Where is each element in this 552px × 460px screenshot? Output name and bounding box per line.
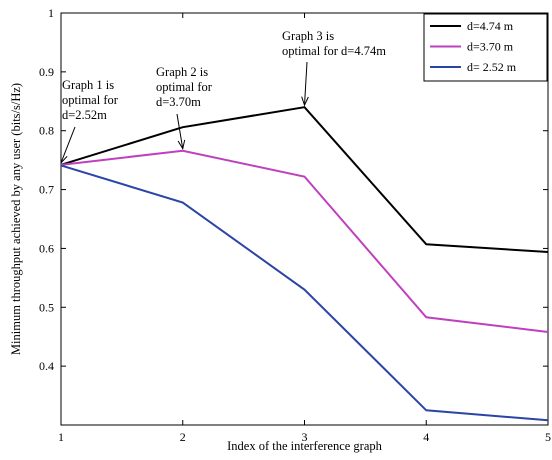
y-tick-label: 0.5 — [39, 300, 54, 314]
arrow-head — [60, 153, 68, 165]
legend-label: d=4.74 m — [467, 19, 514, 33]
x-tick-label: 2 — [180, 430, 186, 444]
legend: d=4.74 m d=3.70 m d= 2.52 m — [423, 13, 548, 82]
legend-label: d= 2.52 m — [467, 60, 517, 74]
annotation-text: d=2.52m — [62, 108, 107, 122]
series-lines — [60, 106, 549, 422]
x-tick-label: 1 — [58, 430, 64, 444]
x-tick-label: 5 — [545, 430, 551, 444]
annotation-arrow — [304, 61, 308, 106]
axis-ticks: 0.4 0.5 0.6 0.7 0.8 0.9 1 1 2 3 4 5 — [39, 6, 551, 444]
series-line-3 — [60, 164, 549, 422]
y-tick-label: 0.9 — [39, 65, 54, 79]
legend-label: d=3.70 m — [467, 40, 514, 54]
annotation-text: optimal for d=4.74m — [282, 44, 386, 58]
y-tick-label: 0.4 — [39, 359, 54, 373]
annotation-arrow — [60, 126, 76, 164]
annotation-text: Graph 3 is — [282, 29, 334, 43]
annotation-text: Graph 2 is — [156, 65, 208, 79]
y-tick-label: 0.7 — [39, 183, 54, 197]
series-line-1 — [60, 106, 549, 253]
arrow-head — [301, 96, 309, 107]
y-axis-label: Minimum throughput achieved by any user … — [9, 83, 23, 355]
y-tick-label: 1 — [48, 6, 54, 20]
y-tick-label: 0.8 — [39, 124, 54, 138]
y-tick-label: 0.6 — [39, 241, 54, 255]
annotation-text: Graph 1 is — [62, 78, 114, 92]
x-tick-label: 3 — [302, 430, 308, 444]
annotation-text: d=3.70m — [156, 95, 201, 109]
arrow-head — [177, 139, 186, 151]
plot-frame — [60, 12, 549, 426]
x-tick-label: 4 — [423, 430, 429, 444]
annotation-text: optimal for — [156, 80, 213, 94]
annotation-arrow — [176, 113, 184, 149]
series-line-2 — [60, 149, 549, 333]
annotation-text: optimal for — [62, 93, 119, 107]
x-axis-label: Index of the interference graph — [227, 439, 383, 453]
